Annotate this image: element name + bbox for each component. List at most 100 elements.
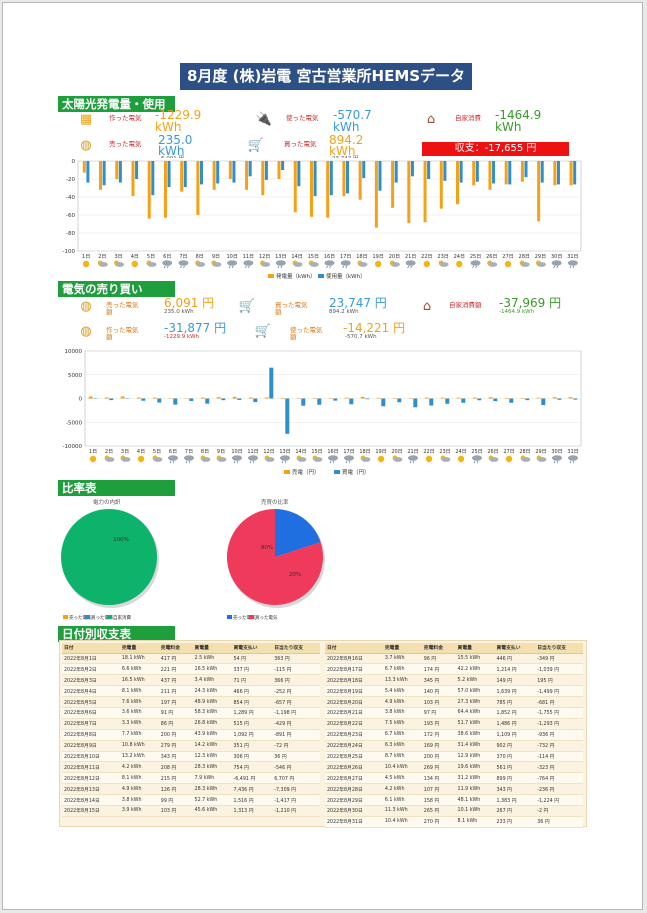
x-tick-label: 26日 [486, 254, 497, 260]
table-cell: 6.1 kWh [382, 794, 422, 806]
bar-series-b [524, 161, 528, 178]
bar-series-a [360, 396, 365, 399]
x-tick-label: 10日 [231, 449, 242, 455]
x-tick-label: 11日 [247, 449, 258, 455]
bar-series-b [573, 398, 578, 400]
table-cell: 7.6 kWh [119, 696, 159, 708]
table-cell: 2022年8月4日 [62, 685, 120, 698]
column-header: 売電量 [382, 643, 422, 654]
table-cell: 8.1 kWh [119, 772, 159, 785]
bar-series-a [115, 161, 119, 179]
table-cell: 2022年8月25日 [325, 751, 383, 763]
table-cell: -349 円 [535, 653, 583, 665]
rain-drop-icon [410, 265, 412, 269]
coins-icon: ◍ [80, 138, 92, 153]
rain-drop-icon [472, 265, 474, 269]
table-cell: 57.0 kWh [455, 685, 495, 698]
coins-icon: ◍ [80, 324, 92, 339]
house-icon: ⌂ [422, 299, 432, 314]
table-cell: 96 円 [421, 653, 456, 665]
rain-weather-icon [328, 455, 338, 461]
table-cell: 370 円 [494, 751, 536, 763]
x-tick-label: 30日 [551, 449, 562, 455]
column-header: 日付 [325, 643, 383, 654]
legend-label: 買った電気 [91, 614, 114, 620]
bar-series-b [248, 161, 252, 177]
table-cell: -681 円 [535, 696, 583, 708]
y-tick-label: 5000 [68, 373, 82, 379]
rain-weather-icon [344, 455, 354, 461]
table-cell: 4.5 kWh [382, 772, 422, 785]
rain-drop-icon [409, 460, 412, 464]
rain-drop-icon [412, 460, 415, 464]
bar-series-a [264, 397, 269, 399]
bar-series-a [520, 397, 525, 399]
column-header: 日当たり収支 [535, 643, 583, 654]
cloud-weather-icon [212, 262, 222, 267]
section-heading-daily: 日付別収支表 [58, 626, 175, 642]
bar-series-a [504, 161, 508, 185]
pie-slice-label: 20% [289, 572, 301, 578]
table-cell: 51.7 kWh [455, 718, 495, 730]
rain-drop-icon [345, 460, 348, 464]
made-electricity-unit: kWh [155, 120, 182, 134]
bar-series-b [151, 161, 155, 196]
table-cell: -115 円 [272, 663, 320, 676]
x-tick-label: 19日 [372, 254, 383, 260]
bought-amount-value: 23,747 円 [329, 296, 387, 310]
legend-label: 自家消費 [113, 614, 131, 620]
table-cell: -1,499 円 [535, 685, 583, 698]
table-cell: -1,198 円 [272, 707, 320, 719]
bar-series-a [104, 397, 109, 399]
rain-weather-icon [248, 455, 258, 461]
plug-icon: 🔌 [255, 112, 273, 127]
column-header: 日付 [62, 643, 120, 654]
bar-series-a [280, 397, 285, 399]
sold-electricity-value: 235.0 [158, 133, 193, 147]
bar-series-a [309, 161, 313, 217]
table-row: 2022年8月15日 3.9 kWh 103 円 45.6 kWh 1,313 円 -1,… [62, 805, 320, 817]
bar-series-a [136, 397, 141, 399]
bought-amount-label: 買った電気額 [275, 301, 308, 316]
y-tick-label: -5000 [66, 420, 82, 426]
table-cell: 36 円 [535, 816, 583, 828]
cloud-weather-icon [309, 262, 319, 267]
bar-series-a [326, 161, 330, 218]
table-cell: -1,039 円 [535, 663, 583, 676]
cloud-weather-icon [147, 262, 157, 267]
bar-series-a [120, 396, 125, 399]
table-cell: -936 円 [535, 729, 583, 741]
bar-series-b [221, 398, 226, 401]
bar-series-b [157, 398, 162, 403]
used-electricity-value: -570.7 [333, 108, 372, 122]
bar-series-b [394, 161, 398, 183]
table-cell: 38.6 kWh [455, 729, 495, 741]
bar-series-a [245, 161, 249, 190]
cloud-weather-icon [536, 262, 546, 267]
table-cell: 2022年8月12日 [62, 772, 120, 785]
column-header: 売電料金 [421, 643, 456, 654]
table-cell: 2022年8月20日 [325, 696, 383, 708]
bar-series-b [102, 161, 106, 186]
table-cell: -891 円 [272, 729, 320, 741]
rain-weather-icon [408, 455, 418, 461]
x-tick-label: 3日 [121, 449, 129, 455]
table-row: 2022年8月12日 8.1 kWh 215 円 7.9 kWh -6,491 円 6,7… [62, 772, 320, 785]
bar-series-b [461, 398, 466, 403]
bar-series-a [293, 161, 297, 213]
table-cell: 31.4 kWh [455, 740, 495, 752]
bar-series-a [440, 397, 445, 399]
rain-weather-icon [552, 455, 562, 461]
table-cell: 134 円 [421, 772, 456, 785]
bar-series-b [333, 398, 338, 401]
table-row: 2022年8月6日 3.6 kWh 91 円 58.3 kWh 1,289 円 -1,19… [62, 707, 320, 719]
table-cell: 2022年8月1日 [62, 653, 120, 665]
bar-series-b [349, 398, 354, 405]
x-tick-label: 10日 [226, 254, 237, 260]
rain-drop-icon [166, 265, 169, 269]
x-tick-label: 12日 [263, 449, 274, 455]
x-tick-label: 2日 [98, 254, 106, 260]
legend-swatch [85, 615, 90, 619]
table-cell: 12.3 kWh [192, 751, 232, 763]
table-cell: 42.2 kWh [455, 663, 495, 676]
